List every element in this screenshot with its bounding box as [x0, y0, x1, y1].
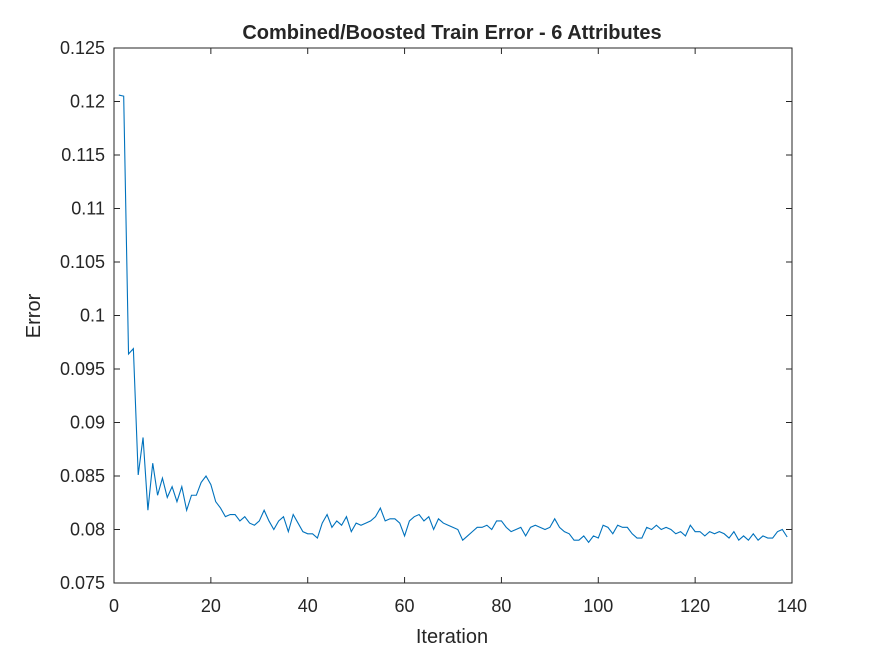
y-axis-tick-labels: 0.075 0.08 0.085 0.09 0.095 0.1 0.105 0.11 0.115…: [60, 38, 105, 593]
y-tick-label: 0.11: [71, 199, 105, 219]
y-tick-label: 0.095: [60, 359, 105, 379]
y-tick-label: 0.1: [80, 306, 105, 326]
y-axis-label: Error: [23, 293, 45, 338]
x-axis-ticks: [113, 48, 793, 583]
y-tick-label: 0.115: [61, 145, 105, 165]
x-tick-label: 120: [680, 596, 710, 616]
y-tick-label: 0.085: [60, 466, 105, 486]
y-tick-label: 0.075: [60, 573, 105, 593]
chart-title: Combined/Boosted Train Error - 6 Attribu…: [242, 22, 661, 44]
x-tick-label: 80: [491, 596, 511, 616]
x-tick-label: 20: [201, 596, 221, 616]
y-axis-ticks: [114, 47, 792, 584]
y-tick-label: 0.105: [60, 252, 105, 272]
x-axis-tick-labels: 0 20 40 60 80 100 120 140: [109, 596, 807, 616]
x-tick-label: 140: [777, 596, 807, 616]
x-tick-label: 100: [583, 596, 613, 616]
y-tick-label: 0.125: [60, 38, 105, 58]
x-axis-label: Iteration: [416, 626, 488, 648]
y-tick-label: 0.08: [70, 520, 105, 540]
error-series-line: [118, 94, 788, 544]
y-tick-label: 0.12: [70, 92, 105, 112]
plot-frame: [113, 47, 793, 584]
y-tick-label: 0.09: [70, 413, 105, 433]
x-tick-label: 60: [395, 596, 415, 616]
plot-area: [113, 47, 793, 584]
x-tick-label: 0: [109, 596, 119, 616]
x-tick-label: 40: [298, 596, 318, 616]
